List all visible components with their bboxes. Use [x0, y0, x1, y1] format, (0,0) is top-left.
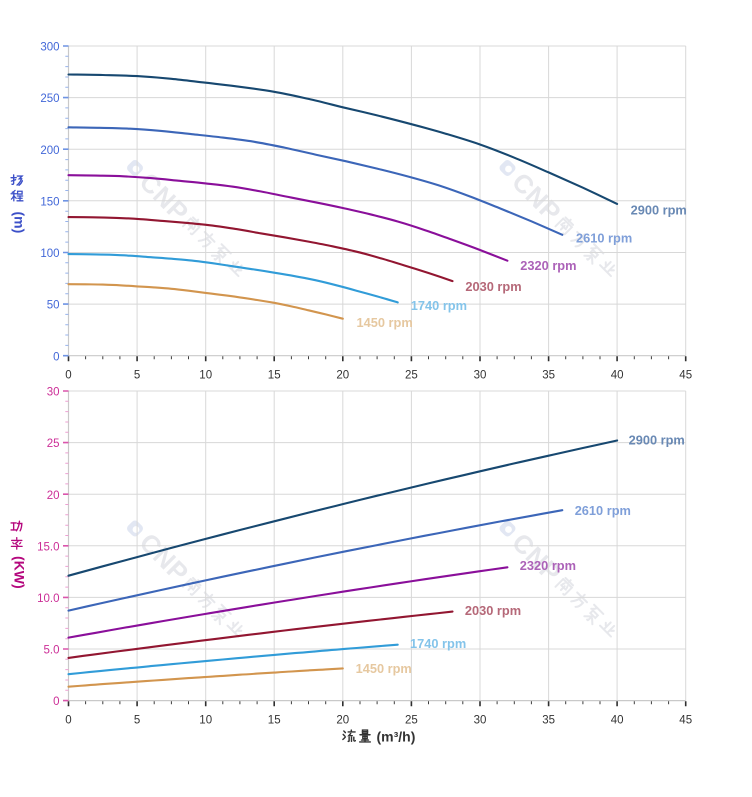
- svg-text:5: 5: [134, 715, 140, 727]
- svg-text:100: 100: [40, 248, 59, 260]
- svg-text:10.0: 10.0: [37, 593, 59, 605]
- svg-text:250: 250: [40, 93, 59, 105]
- svg-text:25: 25: [47, 438, 60, 450]
- svg-text:2320 rpm: 2320 rpm: [520, 258, 576, 273]
- svg-text:2900 rpm: 2900 rpm: [631, 203, 687, 218]
- svg-text:10: 10: [199, 370, 212, 382]
- svg-text:300: 300: [40, 42, 59, 54]
- svg-text:45: 45: [679, 370, 692, 382]
- svg-text:15: 15: [268, 715, 281, 727]
- svg-text:15: 15: [268, 370, 281, 382]
- svg-text:200: 200: [40, 145, 59, 157]
- svg-text:0: 0: [53, 696, 59, 708]
- svg-text:35: 35: [542, 370, 555, 382]
- svg-text:150: 150: [40, 196, 59, 208]
- svg-text:1450 rpm: 1450 rpm: [356, 661, 412, 676]
- svg-text:2030 rpm: 2030 rpm: [465, 279, 521, 294]
- svg-text:50: 50: [47, 300, 60, 312]
- svg-text:0: 0: [65, 715, 71, 727]
- svg-text:5: 5: [134, 370, 140, 382]
- svg-text:0: 0: [65, 370, 71, 382]
- svg-text:20: 20: [336, 370, 349, 382]
- svg-text:5.0: 5.0: [44, 645, 60, 657]
- svg-text:2610 rpm: 2610 rpm: [575, 503, 631, 518]
- svg-text:40: 40: [611, 370, 624, 382]
- svg-text:20: 20: [47, 490, 60, 502]
- svg-text:30: 30: [47, 387, 60, 399]
- svg-text:2610 rpm: 2610 rpm: [576, 230, 632, 245]
- svg-text:2900 rpm: 2900 rpm: [629, 433, 685, 448]
- svg-text:25: 25: [405, 370, 418, 382]
- svg-text:0: 0: [53, 351, 59, 363]
- svg-text:45: 45: [679, 715, 692, 727]
- svg-text:2320 rpm: 2320 rpm: [520, 558, 576, 573]
- svg-text:1740 rpm: 1740 rpm: [411, 298, 467, 313]
- svg-text:30: 30: [474, 370, 487, 382]
- svg-text:20: 20: [336, 715, 349, 727]
- svg-text:(m³/h): (m³/h): [377, 729, 416, 745]
- svg-text:(KW): (KW): [12, 556, 28, 589]
- svg-text:2030 rpm: 2030 rpm: [465, 603, 521, 618]
- svg-text:40: 40: [611, 715, 624, 727]
- svg-text:25: 25: [405, 715, 418, 727]
- svg-text:15.0: 15.0: [37, 541, 59, 553]
- svg-text:35: 35: [542, 715, 555, 727]
- svg-text:1450 rpm: 1450 rpm: [357, 315, 413, 330]
- svg-text:10: 10: [199, 715, 212, 727]
- svg-text:1740 rpm: 1740 rpm: [410, 636, 466, 651]
- svg-text:30: 30: [474, 715, 487, 727]
- svg-text:(m): (m): [12, 212, 28, 234]
